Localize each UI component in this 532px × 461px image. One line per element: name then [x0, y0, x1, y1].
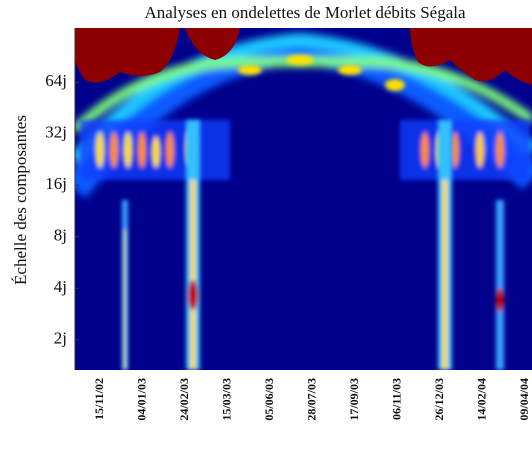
y-tick-label: 8j [54, 226, 67, 245]
x-tick-label: 09/04/04 [517, 378, 531, 421]
y-tick-label: 64j [45, 71, 67, 90]
x-tick-label: 04/01/03 [134, 378, 148, 421]
y-tick-label: 32j [45, 123, 67, 142]
x-tick-label: 05/06/03 [262, 378, 276, 421]
y-tick-label: 16j [45, 174, 67, 193]
x-tick-label: 24/02/03 [177, 378, 191, 421]
x-tick-label: 26/12/03 [432, 378, 446, 421]
scalogram [75, 28, 532, 370]
y-tick-label: 4j [54, 277, 67, 296]
x-tick-label: 28/07/03 [304, 378, 318, 421]
x-tick-label: 14/02/04 [474, 378, 488, 421]
chart-title: Analyses en ondelettes de Morlet débits … [144, 3, 465, 22]
x-tick-label: 06/11/03 [389, 378, 403, 420]
x-tick-label: 15/03/03 [219, 378, 233, 421]
y-tick-label: 2j [54, 329, 67, 348]
x-tick-label: 17/09/03 [347, 378, 361, 421]
x-tick-label: 15/11/02 [92, 378, 106, 420]
y-axis-label: Échelle des composantes [11, 115, 30, 285]
